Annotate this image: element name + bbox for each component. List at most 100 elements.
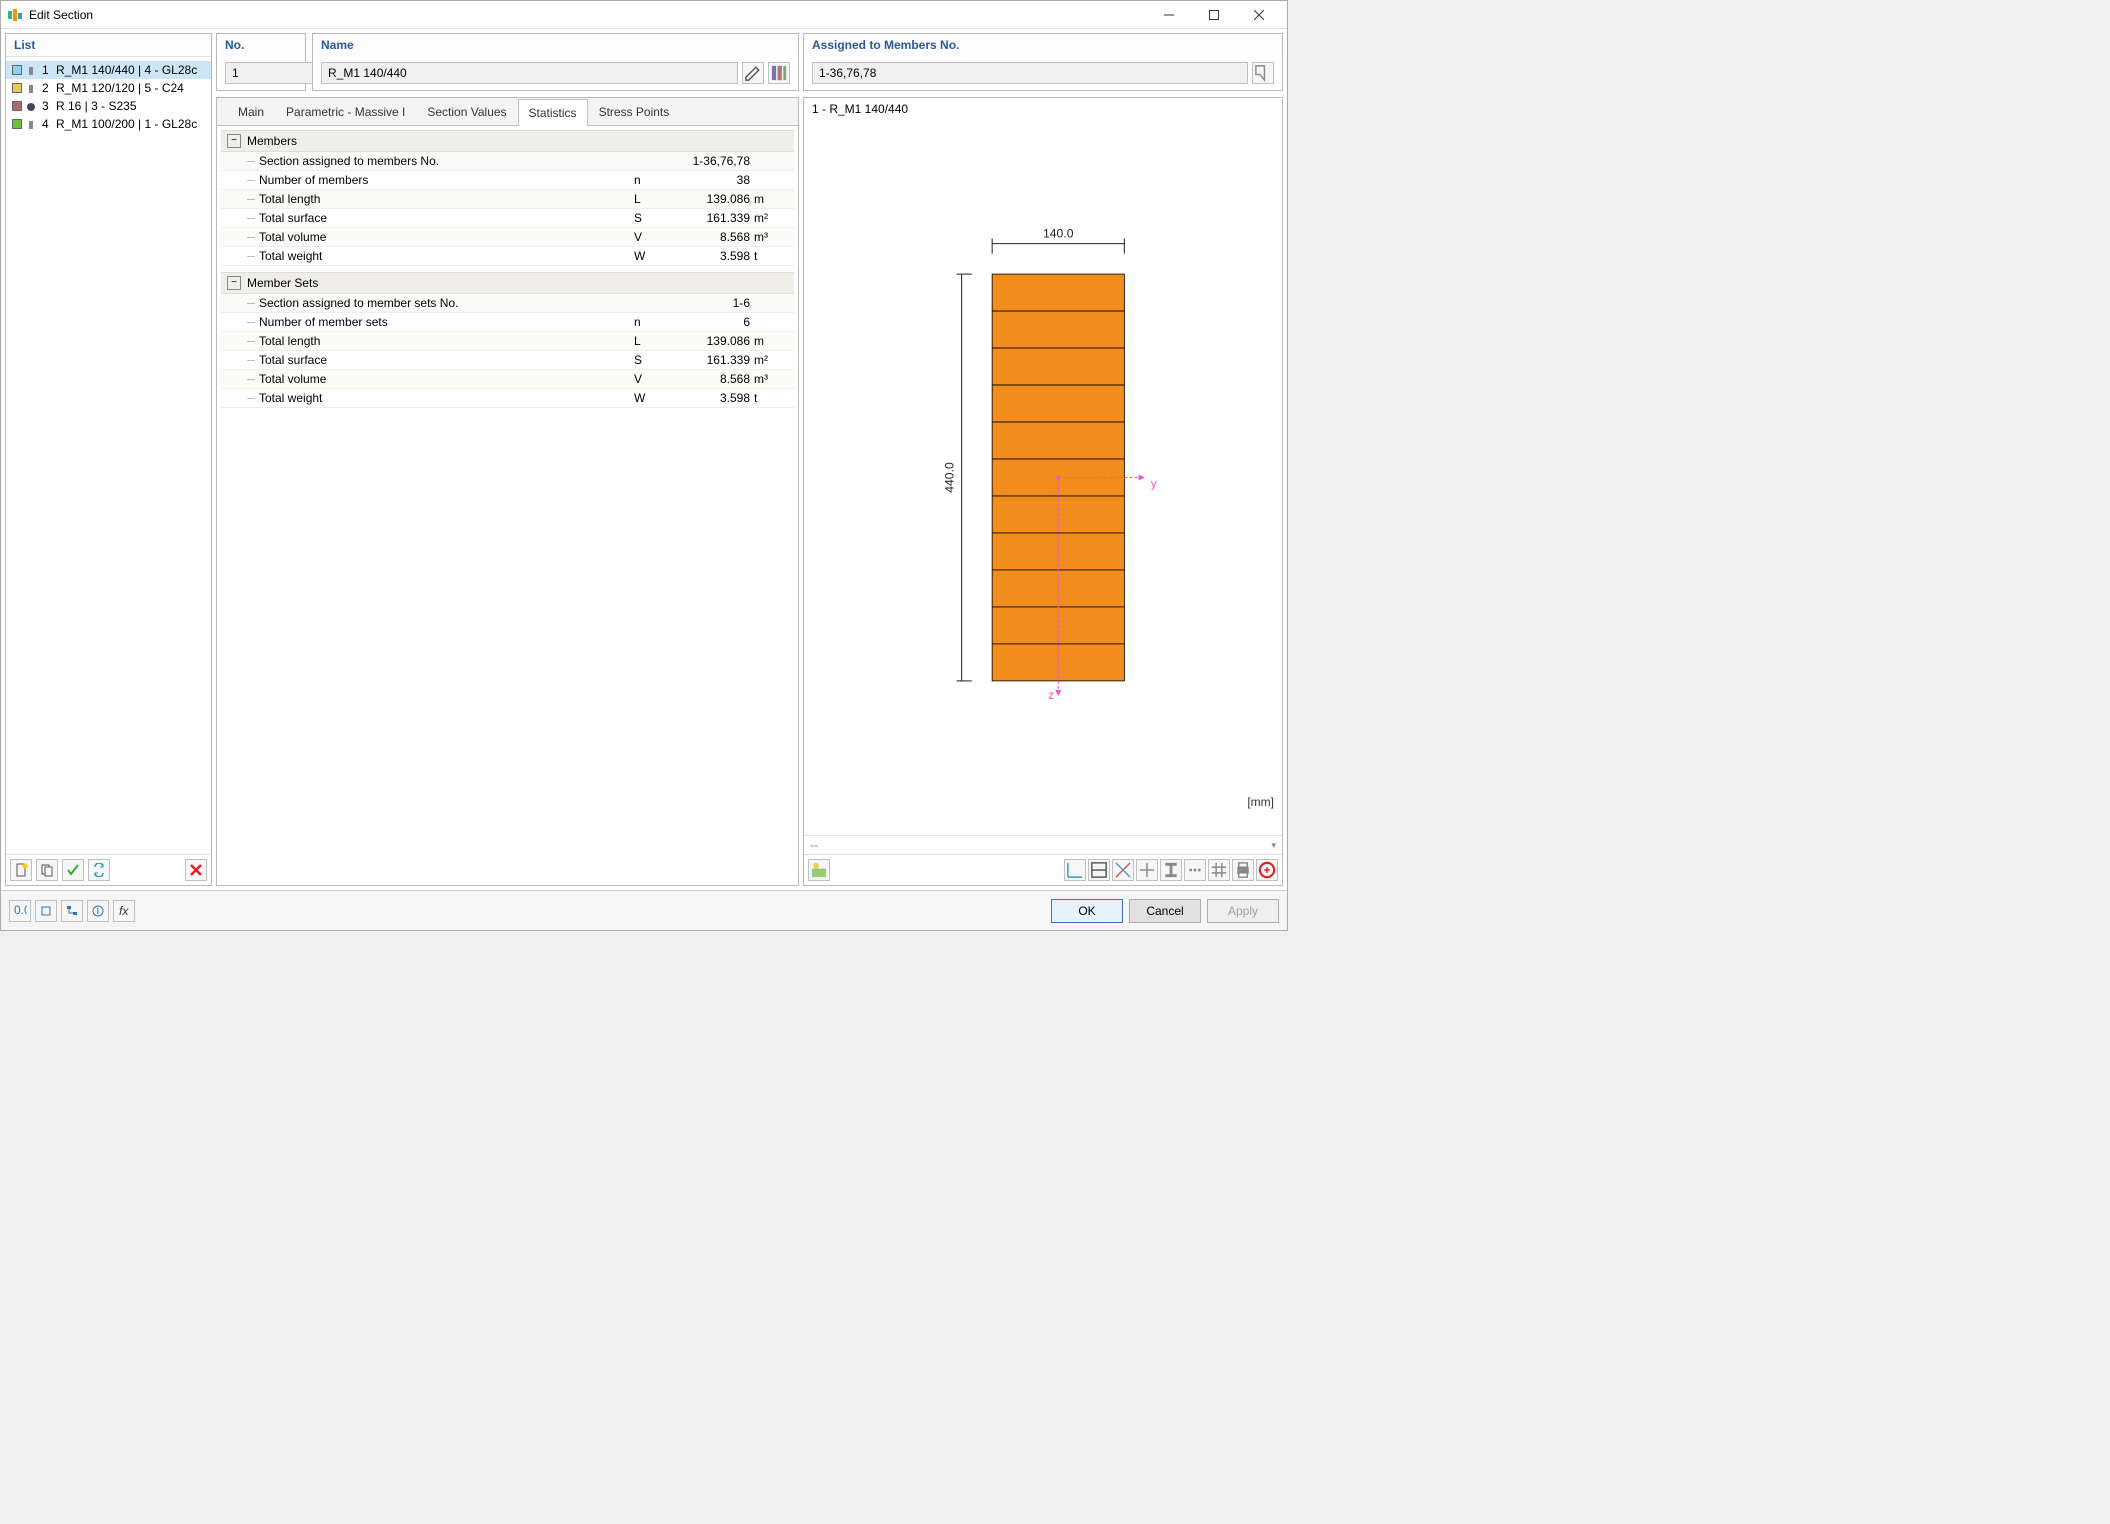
- sync-button[interactable]: [88, 859, 110, 881]
- library-button[interactable]: [768, 62, 790, 84]
- row-label: Total surface: [259, 209, 634, 227]
- svg-text:fx: fx: [119, 904, 129, 918]
- list-item[interactable]: 1R_M1 140/440 | 4 - GL28c: [6, 61, 211, 79]
- list-item-num: 1: [42, 63, 56, 77]
- row-unit: t: [754, 249, 794, 263]
- row-label: Total surface: [259, 351, 634, 369]
- tab-strip: MainParametric - Massive ISection Values…: [217, 98, 798, 126]
- color-swatch: [12, 65, 22, 75]
- data-row: Total weightW3.598t: [221, 247, 794, 266]
- row-value: 1-36,76,78: [684, 154, 754, 168]
- group-header[interactable]: −Member Sets: [221, 272, 794, 294]
- preview-title: 1 - R_M1 140/440: [804, 98, 1282, 120]
- color-swatch: [12, 119, 22, 129]
- row-value: 161.339: [684, 353, 754, 367]
- row-unit: m³: [754, 372, 794, 386]
- list-item-label: R_M1 100/200 | 1 - GL28c: [56, 117, 197, 131]
- tree-button[interactable]: [61, 900, 83, 922]
- maximize-button[interactable]: [1191, 1, 1236, 29]
- info-button[interactable]: i: [87, 900, 109, 922]
- data-row: Total volumeV8.568m³: [221, 228, 794, 247]
- row-symbol: S: [634, 353, 684, 367]
- row-unit: m³: [754, 230, 794, 244]
- row-value: 8.568: [684, 372, 754, 386]
- assigned-input[interactable]: [812, 62, 1248, 84]
- row-label: Total volume: [259, 228, 634, 246]
- svg-text:0.00: 0.00: [14, 904, 27, 917]
- row-label: Total volume: [259, 370, 634, 388]
- name-box: Name: [312, 33, 799, 91]
- tab-section-values[interactable]: Section Values: [416, 98, 517, 125]
- axes-button[interactable]: [1064, 859, 1086, 881]
- view-settings-button[interactable]: [808, 859, 830, 881]
- row-symbol: W: [634, 249, 684, 263]
- row-label: Total length: [259, 332, 634, 350]
- tab-main[interactable]: Main: [227, 98, 275, 125]
- dots-button[interactable]: [1184, 859, 1206, 881]
- dimensions-button[interactable]: [1088, 859, 1110, 881]
- print-button[interactable]: [1232, 859, 1254, 881]
- row-symbol: L: [634, 192, 684, 206]
- row-unit: m²: [754, 353, 794, 367]
- minimize-button[interactable]: [1146, 1, 1191, 29]
- row-label: Total weight: [259, 389, 634, 407]
- grid-button[interactable]: [1208, 859, 1230, 881]
- titlebar: Edit Section: [1, 1, 1287, 29]
- row-label: Total weight: [259, 247, 634, 265]
- pick-members-button[interactable]: [1252, 62, 1274, 84]
- tab-parametric-massive-i[interactable]: Parametric - Massive I: [275, 98, 416, 125]
- svg-text:y: y: [1151, 477, 1158, 491]
- copy-button[interactable]: [36, 859, 58, 881]
- preview-combo[interactable]: --: [804, 835, 1282, 855]
- row-value: 161.339: [684, 211, 754, 225]
- preview-canvas[interactable]: 140.0440.0yz [mm]: [804, 120, 1282, 835]
- ok-button[interactable]: OK: [1051, 899, 1123, 923]
- row-label: Number of member sets: [259, 313, 634, 331]
- coord-button[interactable]: [1136, 859, 1158, 881]
- row-value: 1-6: [684, 296, 754, 310]
- section-button[interactable]: [35, 900, 57, 922]
- section-list: 1R_M1 140/440 | 4 - GL28c2R_M1 120/120 |…: [6, 57, 211, 854]
- delete-button[interactable]: [185, 859, 207, 881]
- row-symbol: V: [634, 372, 684, 386]
- list-item-label: R 16 | 3 - S235: [56, 99, 137, 113]
- section-shape-icon: [26, 83, 36, 93]
- row-value: 3.598: [684, 391, 754, 405]
- row-value: 139.086: [684, 192, 754, 206]
- row-symbol: W: [634, 391, 684, 405]
- group-header[interactable]: −Members: [221, 130, 794, 152]
- list-item[interactable]: 3R 16 | 3 - S235: [6, 97, 211, 115]
- list-header: List: [6, 34, 211, 57]
- units-button[interactable]: 0.00: [9, 900, 31, 922]
- row-label: Number of members: [259, 171, 634, 189]
- no-label: No.: [217, 34, 305, 56]
- reset-view-button[interactable]: [1256, 859, 1278, 881]
- collapse-icon[interactable]: −: [227, 276, 241, 290]
- isection-button[interactable]: [1160, 859, 1182, 881]
- name-input[interactable]: [321, 62, 738, 84]
- window-title: Edit Section: [29, 8, 1146, 22]
- row-symbol: n: [634, 315, 684, 329]
- function-button[interactable]: fx: [113, 900, 135, 922]
- close-button[interactable]: [1236, 1, 1281, 29]
- preview-box: 1 - R_M1 140/440 140.0440.0yz [mm] --: [803, 97, 1283, 886]
- check-button[interactable]: [62, 859, 84, 881]
- data-row: Total lengthL139.086m: [221, 332, 794, 351]
- new-button[interactable]: [10, 859, 32, 881]
- data-row: Section assigned to members No.1-36,76,7…: [221, 152, 794, 171]
- color-swatch: [12, 83, 22, 93]
- tab-statistics[interactable]: Statistics: [518, 99, 588, 126]
- row-label: Total length: [259, 190, 634, 208]
- cancel-button[interactable]: Cancel: [1129, 899, 1201, 923]
- apply-button[interactable]: Apply: [1207, 899, 1279, 923]
- right-panel: Assigned to Members No. 1 - R_M1 140/440…: [803, 33, 1283, 886]
- edit-name-button[interactable]: [742, 62, 764, 84]
- footer: 0.00 i fx OK Cancel Apply: [1, 890, 1287, 930]
- row-value: 6: [684, 315, 754, 329]
- tab-stress-points[interactable]: Stress Points: [588, 98, 681, 125]
- list-item[interactable]: 4R_M1 100/200 | 1 - GL28c: [6, 115, 211, 133]
- collapse-icon[interactable]: −: [227, 134, 241, 148]
- principal-axes-button[interactable]: [1112, 859, 1134, 881]
- unit-label: [mm]: [1247, 795, 1274, 809]
- list-item[interactable]: 2R_M1 120/120 | 5 - C24: [6, 79, 211, 97]
